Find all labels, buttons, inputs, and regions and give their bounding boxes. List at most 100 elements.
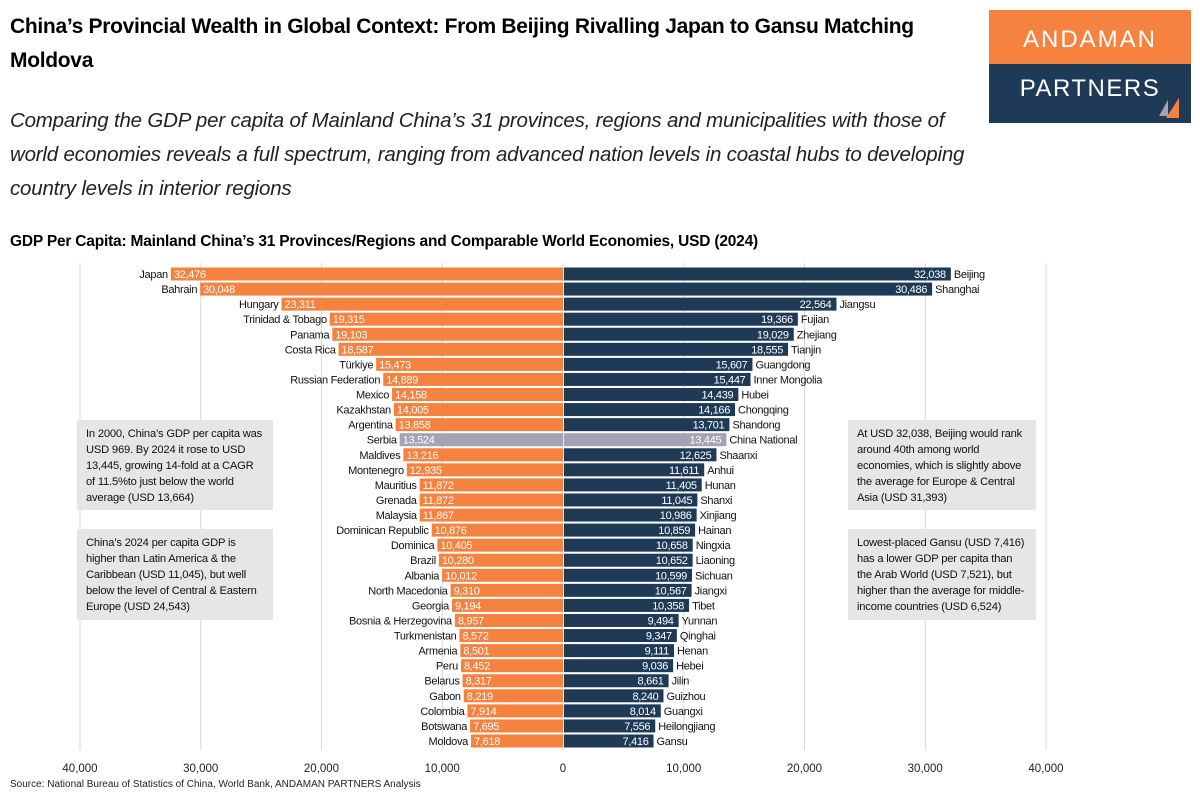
province-label: Sichuan [695,570,733,582]
bar-value-label: 13,216 [406,450,438,462]
bar-china [564,629,677,643]
country-label: Belarus [424,676,460,688]
bar-china [564,644,675,658]
bar-value-label: 7,416 [623,736,649,748]
country-label: Panama [290,329,330,341]
province-label: Yunnan [682,615,718,627]
bar-value-label: 19,103 [335,329,367,341]
country-label: Montenegro [348,465,404,477]
bar-world [462,674,563,688]
bar-value-label: 9,111 [645,646,670,658]
note-china-latam: China’s 2024 per capita GDP is higher th… [77,529,273,620]
province-label: China National [729,435,797,447]
province-label: Anhui [707,465,734,477]
bar-china [564,704,661,718]
x-tick-label: 30,000 [183,763,218,775]
province-label: Liaoning [696,555,735,567]
bar-china [564,568,692,582]
bar-world [419,508,563,522]
province-label: Guangdong [755,359,810,371]
province-label: Guangxi [664,706,703,718]
bar-value-label: 8,317 [466,676,492,688]
province-label: Shaanxi [719,450,757,462]
province-label: Inner Mongolia [754,374,824,386]
chart-title: GDP Per Capita: Mainland China’s 31 Prov… [10,233,758,250]
bar-value-label: 10,358 [652,600,684,612]
bar-value-label: 15,473 [379,359,411,371]
bar-world [454,613,563,627]
x-tick-label: 30,000 [908,763,943,775]
bar-value-label: 13,524 [403,435,435,447]
bar-value-label: 14,889 [386,374,418,386]
bar-world [437,538,563,552]
bar-value-label: 32,038 [914,269,946,281]
country-label: Colombia [420,706,465,718]
bar-world [338,342,563,356]
bar-world [442,568,563,582]
bar-world [329,312,563,326]
country-label: Hungary [239,299,279,311]
bar-china [564,598,690,612]
bar-china [564,418,730,432]
bar-world [438,553,563,567]
bar-value-label: 14,005 [397,405,429,417]
bar-china [564,342,789,356]
bar-world [459,629,563,643]
sail-icon [1159,98,1179,118]
country-label: Trinidad & Tobago [243,314,327,326]
province-label: Guizhou [666,691,705,703]
bar-world [332,327,563,341]
bar-china [564,448,717,462]
country-label: Japan [139,269,168,281]
x-tick-label: 10,000 [425,763,460,775]
logo-top: ANDAMAN [989,10,1191,64]
bar-china [564,282,933,296]
bar-value-label: 13,445 [689,435,721,447]
bar-value-label: 10,859 [658,525,690,537]
province-label: Fujian [801,314,829,326]
bar-value-label: 10,012 [445,570,477,582]
bar-value-label: 11,611 [669,465,699,477]
country-label: Mexico [356,390,389,402]
country-label: Peru [436,661,458,673]
x-tick-label: 40,000 [62,763,97,775]
country-label: Kazakhstan [336,405,391,417]
country-label: Serbia [367,435,398,447]
bar-value-label: 22,564 [800,299,832,311]
province-label: Shandong [732,420,780,432]
bar-value-label: 8,957 [458,615,484,627]
bar-value-label: 7,618 [474,736,500,748]
bar-china [564,674,669,688]
bar-china [564,508,697,522]
bar-world [383,372,563,386]
country-label: Bahrain [161,284,197,296]
bar-value-label: 11,405 [666,480,697,492]
province-label: Zhejiang [797,329,837,341]
x-tick-label: 20,000 [787,763,822,775]
bar-value-label: 9,194 [455,600,481,612]
province-label: Heilongjiang [658,721,715,733]
bar-value-label: 11,045 [661,495,692,507]
bar-china [564,312,798,326]
bar-china [564,357,753,371]
bar-value-label: 13,701 [693,420,725,432]
page-subtitle: Comparing the GDP per capita of Mainland… [10,109,965,200]
bar-world [467,704,563,718]
province-label: Chongqing [738,405,789,417]
bar-value-label: 18,587 [342,344,374,356]
country-label: Georgia [412,600,450,612]
bar-world [470,719,563,733]
country-label: Albania [404,570,440,582]
province-label: Hainan [698,525,731,537]
bar-world [471,734,563,748]
bar-china [564,659,674,673]
country-label: Türkiye [339,359,373,371]
bar-world [170,267,563,281]
country-label: Bosnia & Herzegovina [349,615,453,627]
bar-value-label: 7,914 [470,706,496,718]
bar-china [564,433,727,447]
bar-china [564,267,951,281]
bar-value-label: 8,240 [632,691,658,703]
bar-world [392,388,563,402]
bar-world [431,523,563,537]
